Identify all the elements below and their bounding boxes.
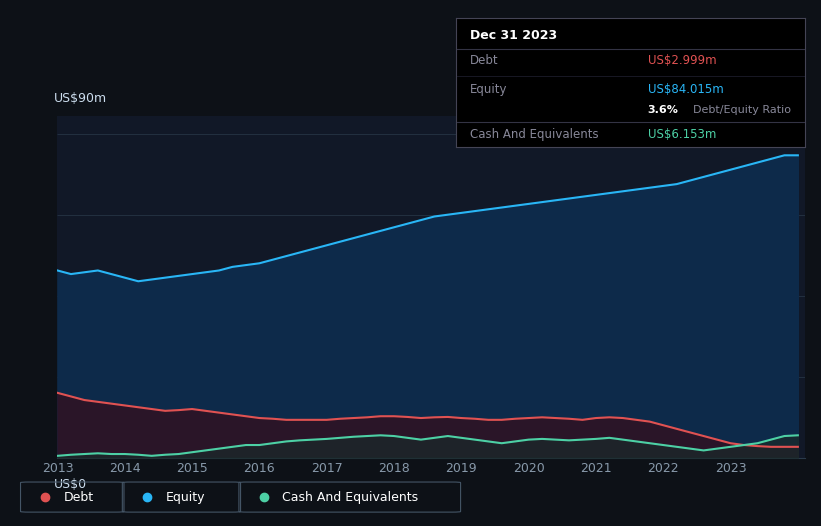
Text: US$84.015m: US$84.015m	[648, 83, 723, 96]
Text: Debt: Debt	[470, 55, 498, 67]
Text: Equity: Equity	[166, 491, 205, 503]
Text: Equity: Equity	[470, 83, 507, 96]
Text: 3.6%: 3.6%	[648, 105, 678, 115]
Text: Debt: Debt	[64, 491, 94, 503]
Text: Cash And Equivalents: Cash And Equivalents	[470, 128, 599, 141]
Text: Dec 31 2023: Dec 31 2023	[470, 29, 557, 42]
Text: US$2.999m: US$2.999m	[648, 55, 716, 67]
Text: Cash And Equivalents: Cash And Equivalents	[282, 491, 419, 503]
Text: Debt/Equity Ratio: Debt/Equity Ratio	[693, 105, 791, 115]
Text: US$90m: US$90m	[53, 92, 107, 105]
Text: US$0: US$0	[53, 478, 87, 491]
Text: US$6.153m: US$6.153m	[648, 128, 716, 141]
